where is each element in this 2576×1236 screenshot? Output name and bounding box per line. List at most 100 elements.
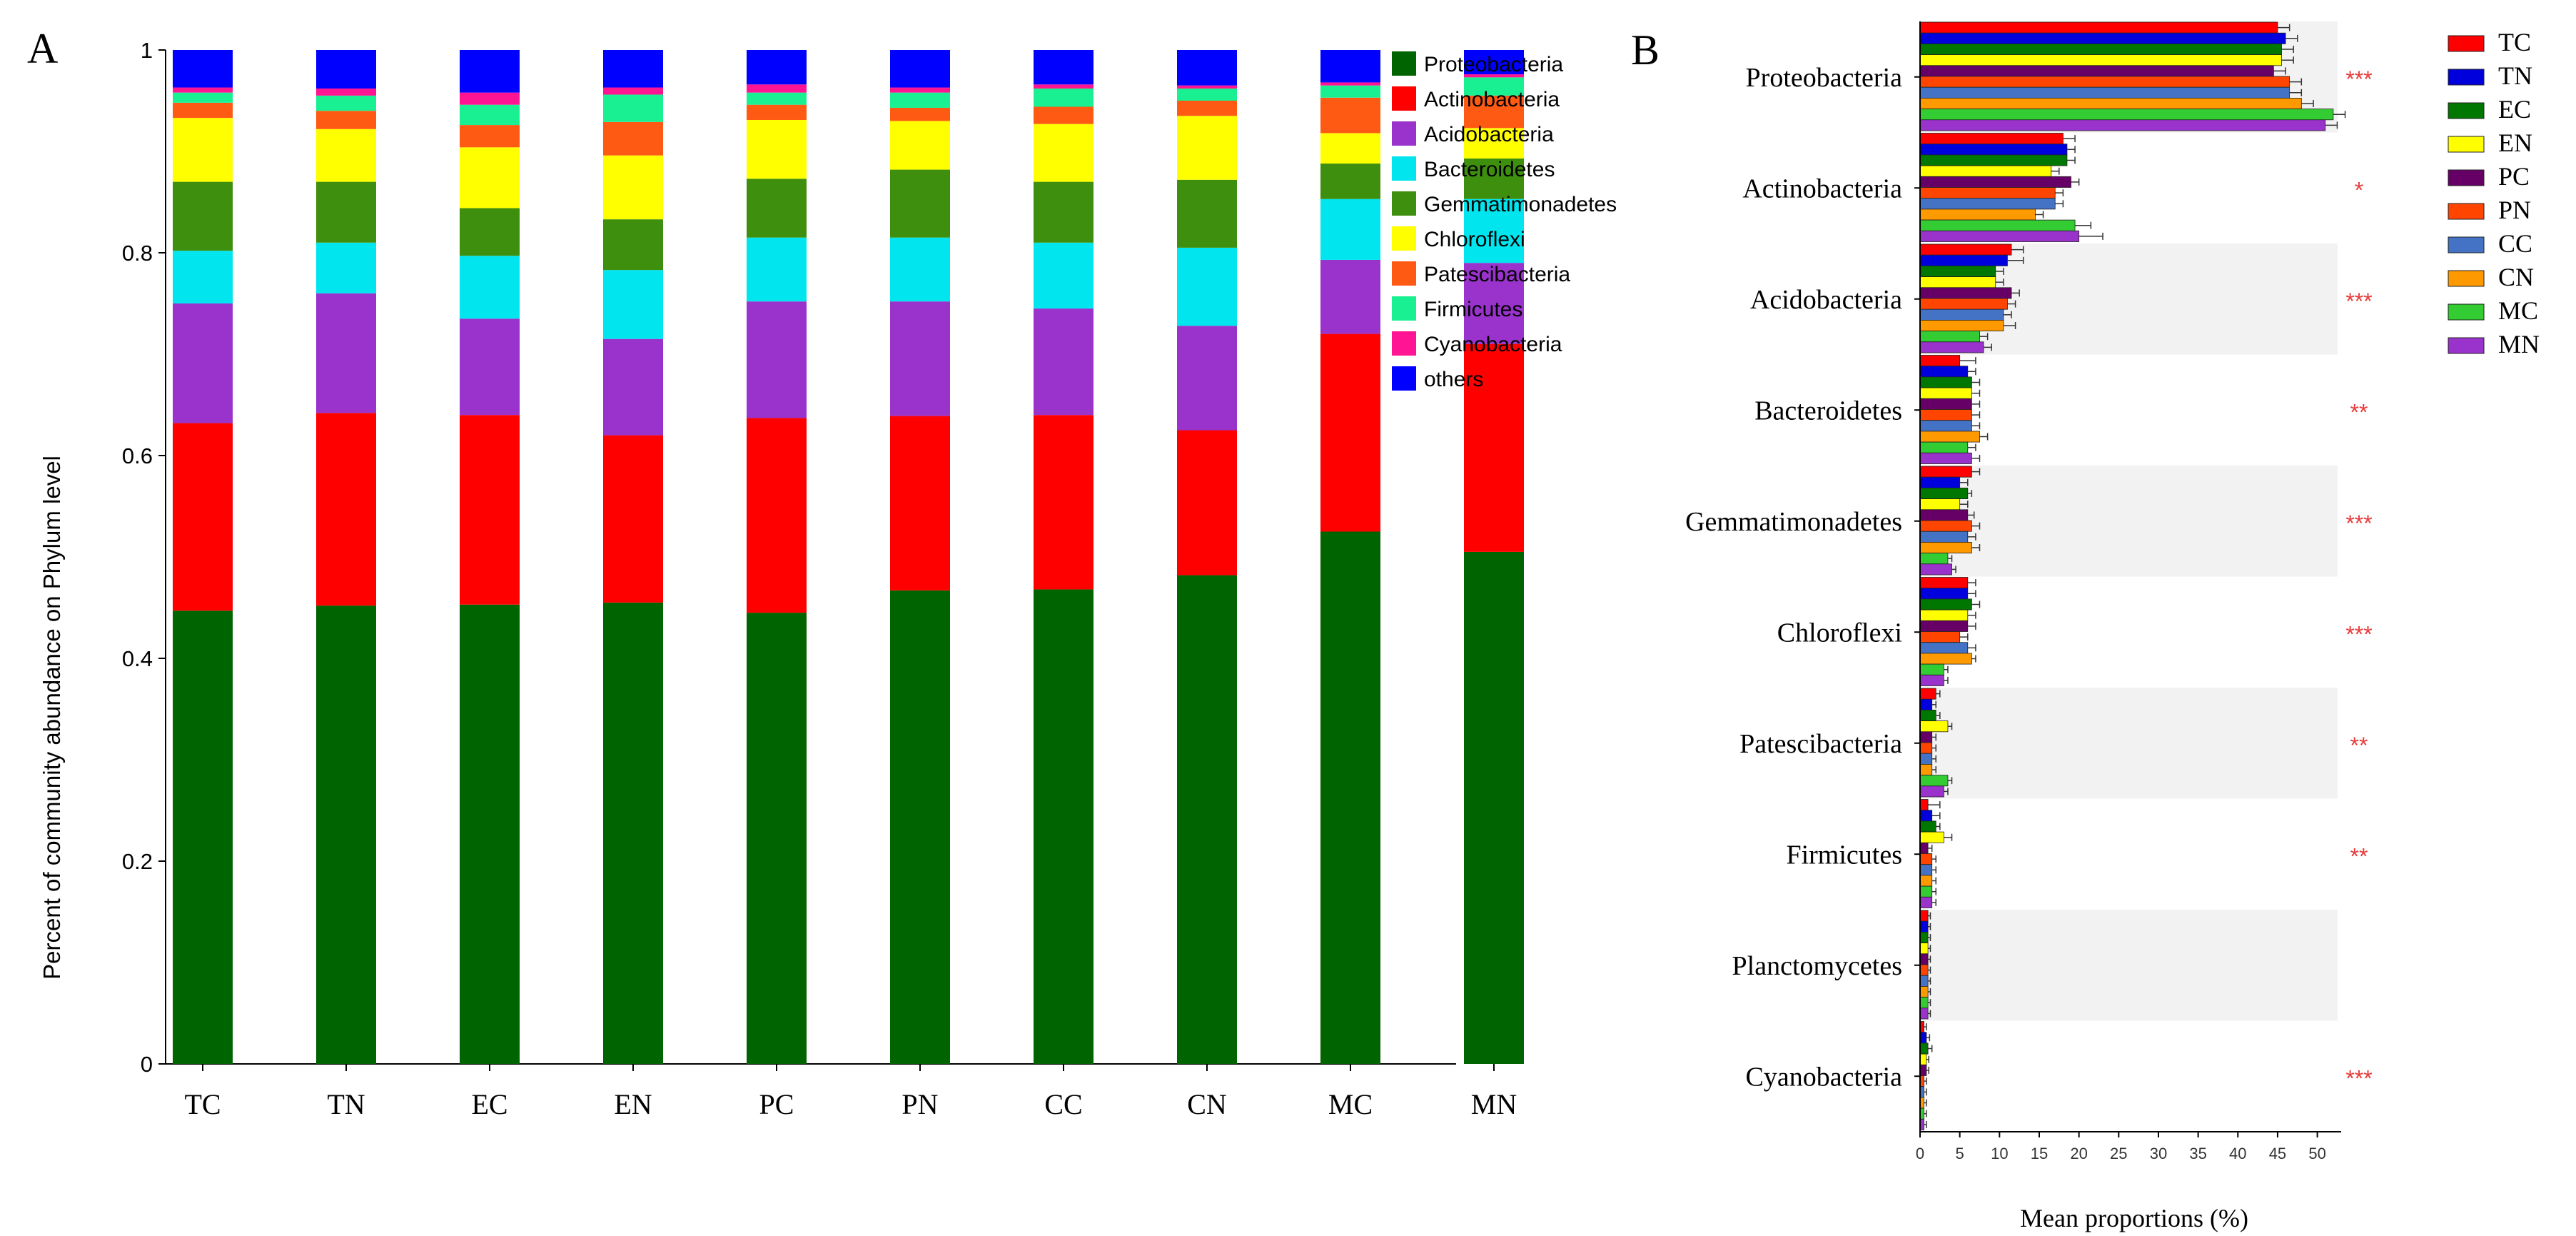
bar-firmicutes-cn	[1919, 875, 1933, 887]
category-label-planctomycetes: Planctomycetes	[1732, 951, 1902, 981]
bar-bacteroidetes-tc	[1919, 355, 1961, 367]
bar-segment-firmicutes-en	[603, 94, 663, 122]
bar-segment-acidobacteria-tn	[316, 293, 376, 413]
category-label-actinobacteria: Actinobacteria	[1742, 174, 1902, 204]
bar-segment-others-tc	[173, 50, 233, 88]
legend-swatch-chloroflexi	[1392, 226, 1416, 251]
bar-patescibacteria-mc	[1919, 775, 1949, 787]
bar-segment-bacteroidetes-en	[603, 270, 663, 339]
significance-firmicutes: **	[2350, 843, 2368, 869]
bar-chloroflexi-mn	[1919, 674, 1944, 686]
bar-proteobacteria-tc	[1919, 21, 2278, 34]
bar-patescibacteria-pc	[1919, 731, 1933, 743]
bar-segment-chloroflexi-pc	[747, 119, 807, 179]
bar-segment-acidobacteria-cc	[1034, 308, 1093, 416]
bar-segment-bacteroidetes-ec	[460, 256, 520, 319]
category-label-gemmatimonadetes: Gemmatimonadetes	[1685, 507, 1902, 537]
bar-segment-firmicutes-cn	[1177, 88, 1237, 101]
bar-proteobacteria-pc	[1919, 65, 2274, 77]
bar-proteobacteria-tn	[1919, 32, 2286, 44]
bar-bacteroidetes-pc	[1919, 398, 1972, 410]
bar-segment-firmicutes-cc	[1034, 88, 1093, 107]
bar-proteobacteria-cc	[1919, 86, 2290, 99]
legend-label-acidobacteria: Acidobacteria	[1424, 123, 1554, 146]
bar-proteobacteria-en	[1919, 54, 2282, 66]
bar-chloroflexi-tn	[1919, 588, 1969, 600]
bar-actinobacteria-mc	[1919, 219, 2076, 231]
bar-patescibacteria-mn	[1919, 785, 1944, 798]
bar-patescibacteria-en	[1919, 720, 1949, 733]
bar-acidobacteria-mc	[1919, 331, 1980, 343]
bar-firmicutes-pn	[1919, 853, 1933, 865]
bar-segment-gemmatimonadetes-mc	[1320, 164, 1380, 199]
bar-segment-patescibacteria-pc	[747, 104, 807, 120]
bar-segment-firmicutes-ec	[460, 104, 520, 126]
bar-segment-cyanobacteria-pn	[890, 87, 950, 93]
legend-swatch-patescibacteria	[1392, 261, 1416, 286]
x-tick-label: CC	[1044, 1088, 1082, 1120]
bar-actinobacteria-ec	[1919, 154, 2068, 166]
bar-segment-gemmatimonadetes-ec	[460, 208, 520, 256]
bar-planctomycetes-cn	[1919, 986, 1929, 998]
significance-chloroflexi: ***	[2345, 621, 2372, 647]
bar-segment-actinobacteria-mc	[1320, 333, 1380, 532]
panel-b-significance: **********************	[2345, 66, 2372, 1092]
bar-segment-patescibacteria-tc	[173, 102, 233, 119]
bar-segment-proteobacteria-tn	[316, 606, 376, 1064]
bar-chloroflexi-ec	[1919, 598, 1972, 611]
bar-segment-others-en	[603, 50, 663, 88]
legend-swatch-mn	[2448, 337, 2485, 354]
bar-segment-actinobacteria-tc	[173, 423, 233, 611]
bar-firmicutes-tc	[1919, 799, 1929, 811]
bar-segment-acidobacteria-tc	[173, 303, 233, 423]
legend-swatch-bacteroidetes	[1392, 156, 1416, 181]
bar-segment-chloroflexi-en	[603, 155, 663, 220]
bar-segment-cyanobacteria-ec	[460, 92, 520, 105]
bar-segment-others-pn	[890, 50, 950, 88]
bar-gemmatimonadetes-mc	[1919, 553, 1949, 565]
bar-segment-proteobacteria-en	[603, 602, 663, 1064]
bar-bacteroidetes-cn	[1919, 431, 1980, 443]
y-axis-label: Percent of community abundance on Phylum…	[39, 456, 65, 980]
significance-gemmatimonadetes: ***	[2345, 511, 2372, 536]
bar-proteobacteria-mn	[1919, 119, 2326, 131]
bar-firmicutes-pc	[1919, 842, 1929, 854]
bar-actinobacteria-tc	[1919, 133, 2064, 145]
bar-segment-chloroflexi-ec	[460, 147, 520, 208]
bar-gemmatimonadetes-pc	[1919, 509, 1969, 521]
bar-segment-acidobacteria-mc	[1320, 259, 1380, 334]
y-tick-label: 0.4	[122, 646, 153, 671]
bar-segment-acidobacteria-cn	[1177, 326, 1237, 431]
panel-a-label: A	[27, 25, 58, 72]
bar-patescibacteria-ec	[1919, 710, 1936, 722]
bar-segment-acidobacteria-ec	[460, 318, 520, 416]
bar-segment-proteobacteria-ec	[460, 604, 520, 1064]
x-tick-label: PC	[759, 1088, 794, 1120]
legend-label-patescibacteria: Patescibacteria	[1424, 263, 1570, 286]
bar-segment-firmicutes-pn	[890, 92, 950, 108]
bar-bacteroidetes-mc	[1919, 441, 1969, 453]
legend-label-gemmatimonadetes: Gemmatimonadetes	[1424, 193, 1617, 216]
category-label-patescibacteria: Patescibacteria	[1739, 729, 1902, 759]
bar-segment-others-cn	[1177, 50, 1237, 86]
bar-segment-cyanobacteria-pc	[747, 84, 807, 93]
significance-cyanobacteria: ***	[2345, 1065, 2372, 1091]
bar-segment-firmicutes-mc	[1320, 85, 1380, 98]
x-tick-label: TN	[327, 1088, 365, 1120]
bar-segment-others-tn	[316, 50, 376, 89]
bar-segment-chloroflexi-mc	[1320, 133, 1380, 164]
x-tick-label: 0	[1916, 1145, 1924, 1162]
bar-bacteroidetes-pn	[1919, 409, 1972, 421]
bar-segment-chloroflexi-mn	[1464, 128, 1524, 159]
bar-segment-cyanobacteria-cc	[1034, 84, 1093, 89]
bar-segment-proteobacteria-cc	[1034, 589, 1093, 1064]
bar-chloroflexi-mc	[1919, 663, 1944, 675]
bar-segment-bacteroidetes-tc	[173, 251, 233, 303]
bar-segment-actinobacteria-mn	[1464, 343, 1524, 552]
band-gemmatimonadetes	[1920, 466, 2338, 577]
bar-planctomycetes-cc	[1919, 975, 1929, 987]
x-tick-label: EN	[614, 1088, 652, 1120]
bar-segment-proteobacteria-tc	[173, 611, 233, 1064]
bar-segment-cyanobacteria-tc	[173, 87, 233, 93]
x-tick-label: 5	[1956, 1145, 1964, 1162]
